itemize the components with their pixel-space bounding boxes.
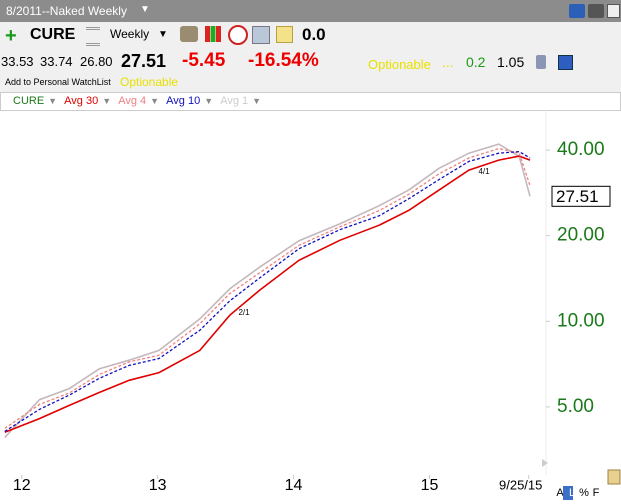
annotation: 4/1 — [478, 167, 490, 176]
bars-icon[interactable] — [205, 26, 221, 42]
low: 26.80 — [80, 54, 113, 69]
legend-entry[interactable]: Avg 4 — [118, 95, 147, 107]
tools-icon[interactable] — [180, 26, 198, 42]
dropdown-arrow[interactable]: ▼ — [140, 4, 150, 15]
last: 27.51 — [121, 51, 167, 71]
series-line — [4, 143, 531, 439]
y-tick-label: 10.00 — [557, 310, 605, 331]
legend-arrow[interactable]: ▼ — [252, 96, 262, 106]
change: -5.45 — [182, 50, 226, 71]
last-value-box — [551, 185, 611, 207]
title-bar: 8/2011--Naked Weekly ▼ — [0, 0, 621, 22]
legend-arrow[interactable]: ▼ — [48, 96, 58, 106]
legend-arrow[interactable]: ▼ — [102, 96, 112, 106]
legend-entry[interactable]: Avg 30 — [64, 95, 99, 107]
annotation: 2/1 — [238, 308, 250, 317]
menu-icon[interactable] — [86, 27, 100, 46]
legend-arrow[interactable]: ▼ — [150, 96, 160, 106]
symbol[interactable]: CURE — [30, 26, 76, 43]
series-line — [4, 155, 531, 434]
footer-button[interactable]: A — [556, 487, 564, 499]
optionable: Optionable — [368, 57, 431, 72]
footer-highlight — [563, 486, 573, 500]
x-tick-label: 15 — [421, 477, 439, 494]
legend-entry[interactable]: Avg 10 — [166, 95, 201, 107]
t-button[interactable] — [588, 4, 604, 18]
change-pct: -16.54% — [248, 50, 319, 71]
legend-arrow[interactable]: ▼ — [204, 96, 214, 106]
series-line — [4, 147, 531, 429]
toolbar-value: 0.0 — [302, 25, 326, 44]
legend-entry-inactive[interactable]: Avg 1 — [220, 95, 249, 107]
x-tick-label: 14 — [285, 477, 303, 494]
quote-header: + CURE Weekly ▼ 0.0 33.53 33.74 26.80 27… — [0, 22, 621, 92]
legend-bar: CURE ▼ Avg 30 ▼ Avg 4 ▼ Avg 10 ▼ Avg 1 ▼ — [0, 92, 621, 111]
high: 33.74 — [40, 54, 73, 69]
add-button[interactable]: + — [5, 25, 17, 47]
footer-button[interactable]: L — [569, 487, 575, 499]
x-tick-label: 9/25/15 — [499, 477, 542, 492]
watchlist-link[interactable]: Add to Personal WatchList — [5, 77, 111, 87]
watchlist-optionable: Optionable — [120, 75, 179, 89]
pencil-icon[interactable] — [607, 469, 621, 485]
window-title[interactable]: 8/2011--Naked Weekly — [6, 4, 127, 18]
last-value-label: 27.51 — [556, 187, 599, 206]
footer-button[interactable]: F — [593, 487, 600, 499]
v2: 1.05 — [497, 54, 525, 70]
x-tick-label: 13 — [149, 477, 167, 494]
s-button[interactable] — [569, 4, 585, 18]
window-button[interactable] — [607, 4, 620, 18]
note-icon[interactable] — [276, 26, 293, 43]
dots: ... — [442, 54, 454, 70]
db-icon[interactable] — [536, 55, 546, 69]
series-line — [4, 150, 531, 432]
save-icon[interactable] — [558, 55, 573, 70]
v1: 0.2 — [466, 54, 486, 70]
y-tick-label: 5.00 — [557, 396, 594, 417]
scroll-marker[interactable] — [542, 459, 548, 467]
alarm-icon[interactable] — [228, 25, 248, 45]
calc-icon[interactable] — [252, 26, 270, 44]
legend-entry[interactable]: CURE — [13, 95, 45, 107]
y-tick-label: 40.00 — [557, 139, 605, 160]
footer-button[interactable]: % — [579, 487, 589, 499]
period[interactable]: Weekly — [110, 27, 150, 41]
period-arrow[interactable]: ▼ — [158, 29, 168, 40]
open: 33.53 — [1, 54, 34, 69]
x-tick-label: 12 — [13, 477, 31, 494]
y-tick-label: 20.00 — [557, 225, 605, 246]
